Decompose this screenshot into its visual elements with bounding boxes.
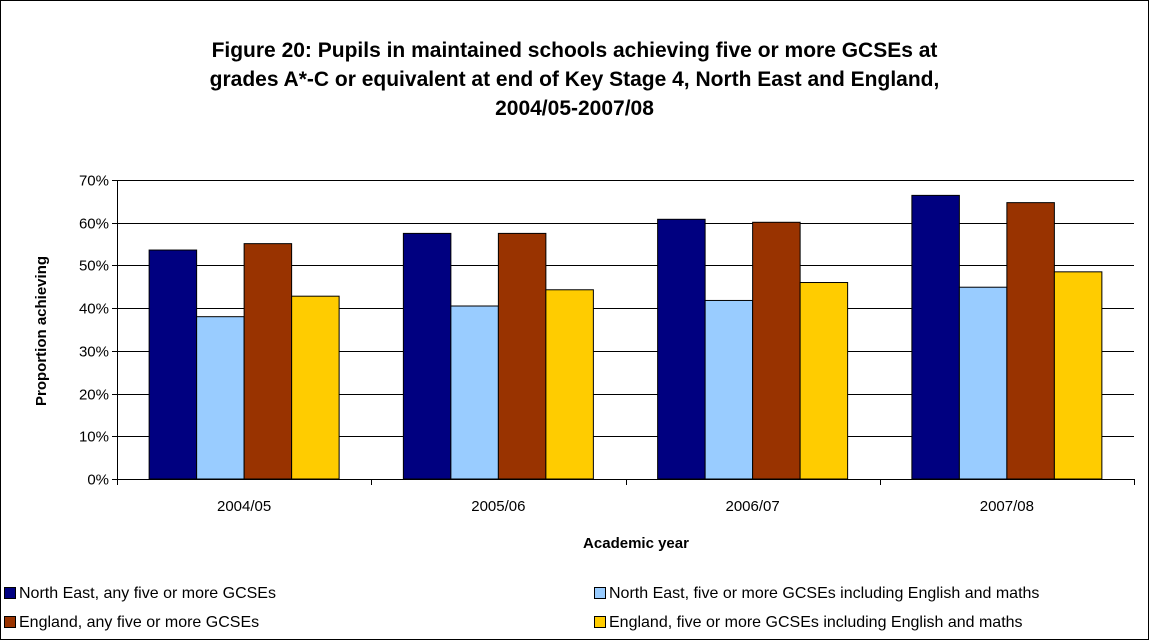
y-tick-label: 10% xyxy=(79,429,109,446)
legend-swatch xyxy=(4,586,16,599)
x-tick-label: 2006/07 xyxy=(726,498,780,515)
legend: North East, any five or more GCSEs North … xyxy=(0,581,1149,640)
bar-2004-05-series-1 xyxy=(148,249,198,480)
legend-label: North East, five or more GCSEs including… xyxy=(609,585,1040,602)
bar-2005-06-series-1 xyxy=(402,232,452,480)
bar-2004-05-series-4 xyxy=(291,295,340,480)
bar-2007-08-series-1 xyxy=(911,194,960,480)
legend-label: England, five or more GCSEs including En… xyxy=(609,614,1023,631)
y-tick-label: 70% xyxy=(79,173,109,190)
y-tick-label: 50% xyxy=(79,258,109,275)
bar-2006-07-series-4 xyxy=(799,282,849,480)
y-tick-label: 40% xyxy=(79,301,109,318)
y-tick-label: 0% xyxy=(87,472,109,489)
y-tick-label: 20% xyxy=(79,387,109,404)
bar-2004-05-series-2 xyxy=(196,316,245,480)
legend-item-4: England, five or more GCSEs including En… xyxy=(594,612,1023,634)
legend-label: England, any five or more GCSEs xyxy=(19,614,260,631)
bar-2004-05-series-3 xyxy=(243,243,293,480)
bar-2007-08-series-4 xyxy=(1053,271,1103,480)
legend-swatch xyxy=(594,615,606,628)
bar-2006-07-series-1 xyxy=(657,218,706,480)
y-axis-title: Proportion achieving xyxy=(33,256,50,406)
x-tick-label: 2004/05 xyxy=(217,498,271,515)
bar-2006-07-series-3 xyxy=(752,221,801,480)
x-tick-label: 2005/06 xyxy=(471,498,525,515)
bars xyxy=(148,194,1103,480)
bar-2005-06-series-4 xyxy=(545,289,594,480)
x-tick-label: 2007/08 xyxy=(980,498,1034,515)
bar-2005-06-series-2 xyxy=(450,305,499,480)
bar-2007-08-series-2 xyxy=(958,286,1008,480)
legend-swatch xyxy=(594,586,606,599)
bar-2005-06-series-3 xyxy=(497,232,547,480)
legend-label: North East, any five or more GCSEs xyxy=(19,585,276,602)
chart-title-line-2: grades A*-C or equivalent at end of Key … xyxy=(209,68,940,91)
legend-swatch xyxy=(4,615,16,628)
legend-item-1: North East, any five or more GCSEs xyxy=(4,583,276,605)
legend-item-3: England, any five or more GCSEs xyxy=(4,612,259,634)
bar-2006-07-series-2 xyxy=(704,299,754,480)
y-tick-label: 60% xyxy=(79,216,109,233)
bar-2007-08-series-3 xyxy=(1006,202,1055,480)
x-axis-title: Academic year xyxy=(583,535,689,552)
axes: 0% 10% 20% 30% 40% 50% 60% 70% 2004/05 2005/06 200… xyxy=(79,173,1135,515)
y-tick-label: 30% xyxy=(79,344,109,361)
chart-title-line-3: 2004/05-2007/08 xyxy=(495,97,654,120)
chart-title-line-1: Figure 20: Pupils in maintained schools … xyxy=(211,39,938,62)
chart-title: Figure 20: Pupils in maintained schools … xyxy=(0,36,1149,123)
legend-item-2: North East, five or more GCSEs including… xyxy=(594,583,1039,605)
